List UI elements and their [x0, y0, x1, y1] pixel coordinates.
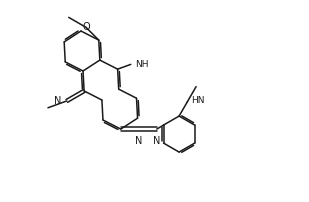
Text: N: N	[135, 136, 142, 146]
Text: O: O	[82, 22, 90, 32]
Text: N: N	[54, 96, 62, 106]
Text: NH: NH	[135, 60, 148, 69]
Text: HN: HN	[191, 96, 205, 105]
Text: N: N	[153, 136, 160, 146]
